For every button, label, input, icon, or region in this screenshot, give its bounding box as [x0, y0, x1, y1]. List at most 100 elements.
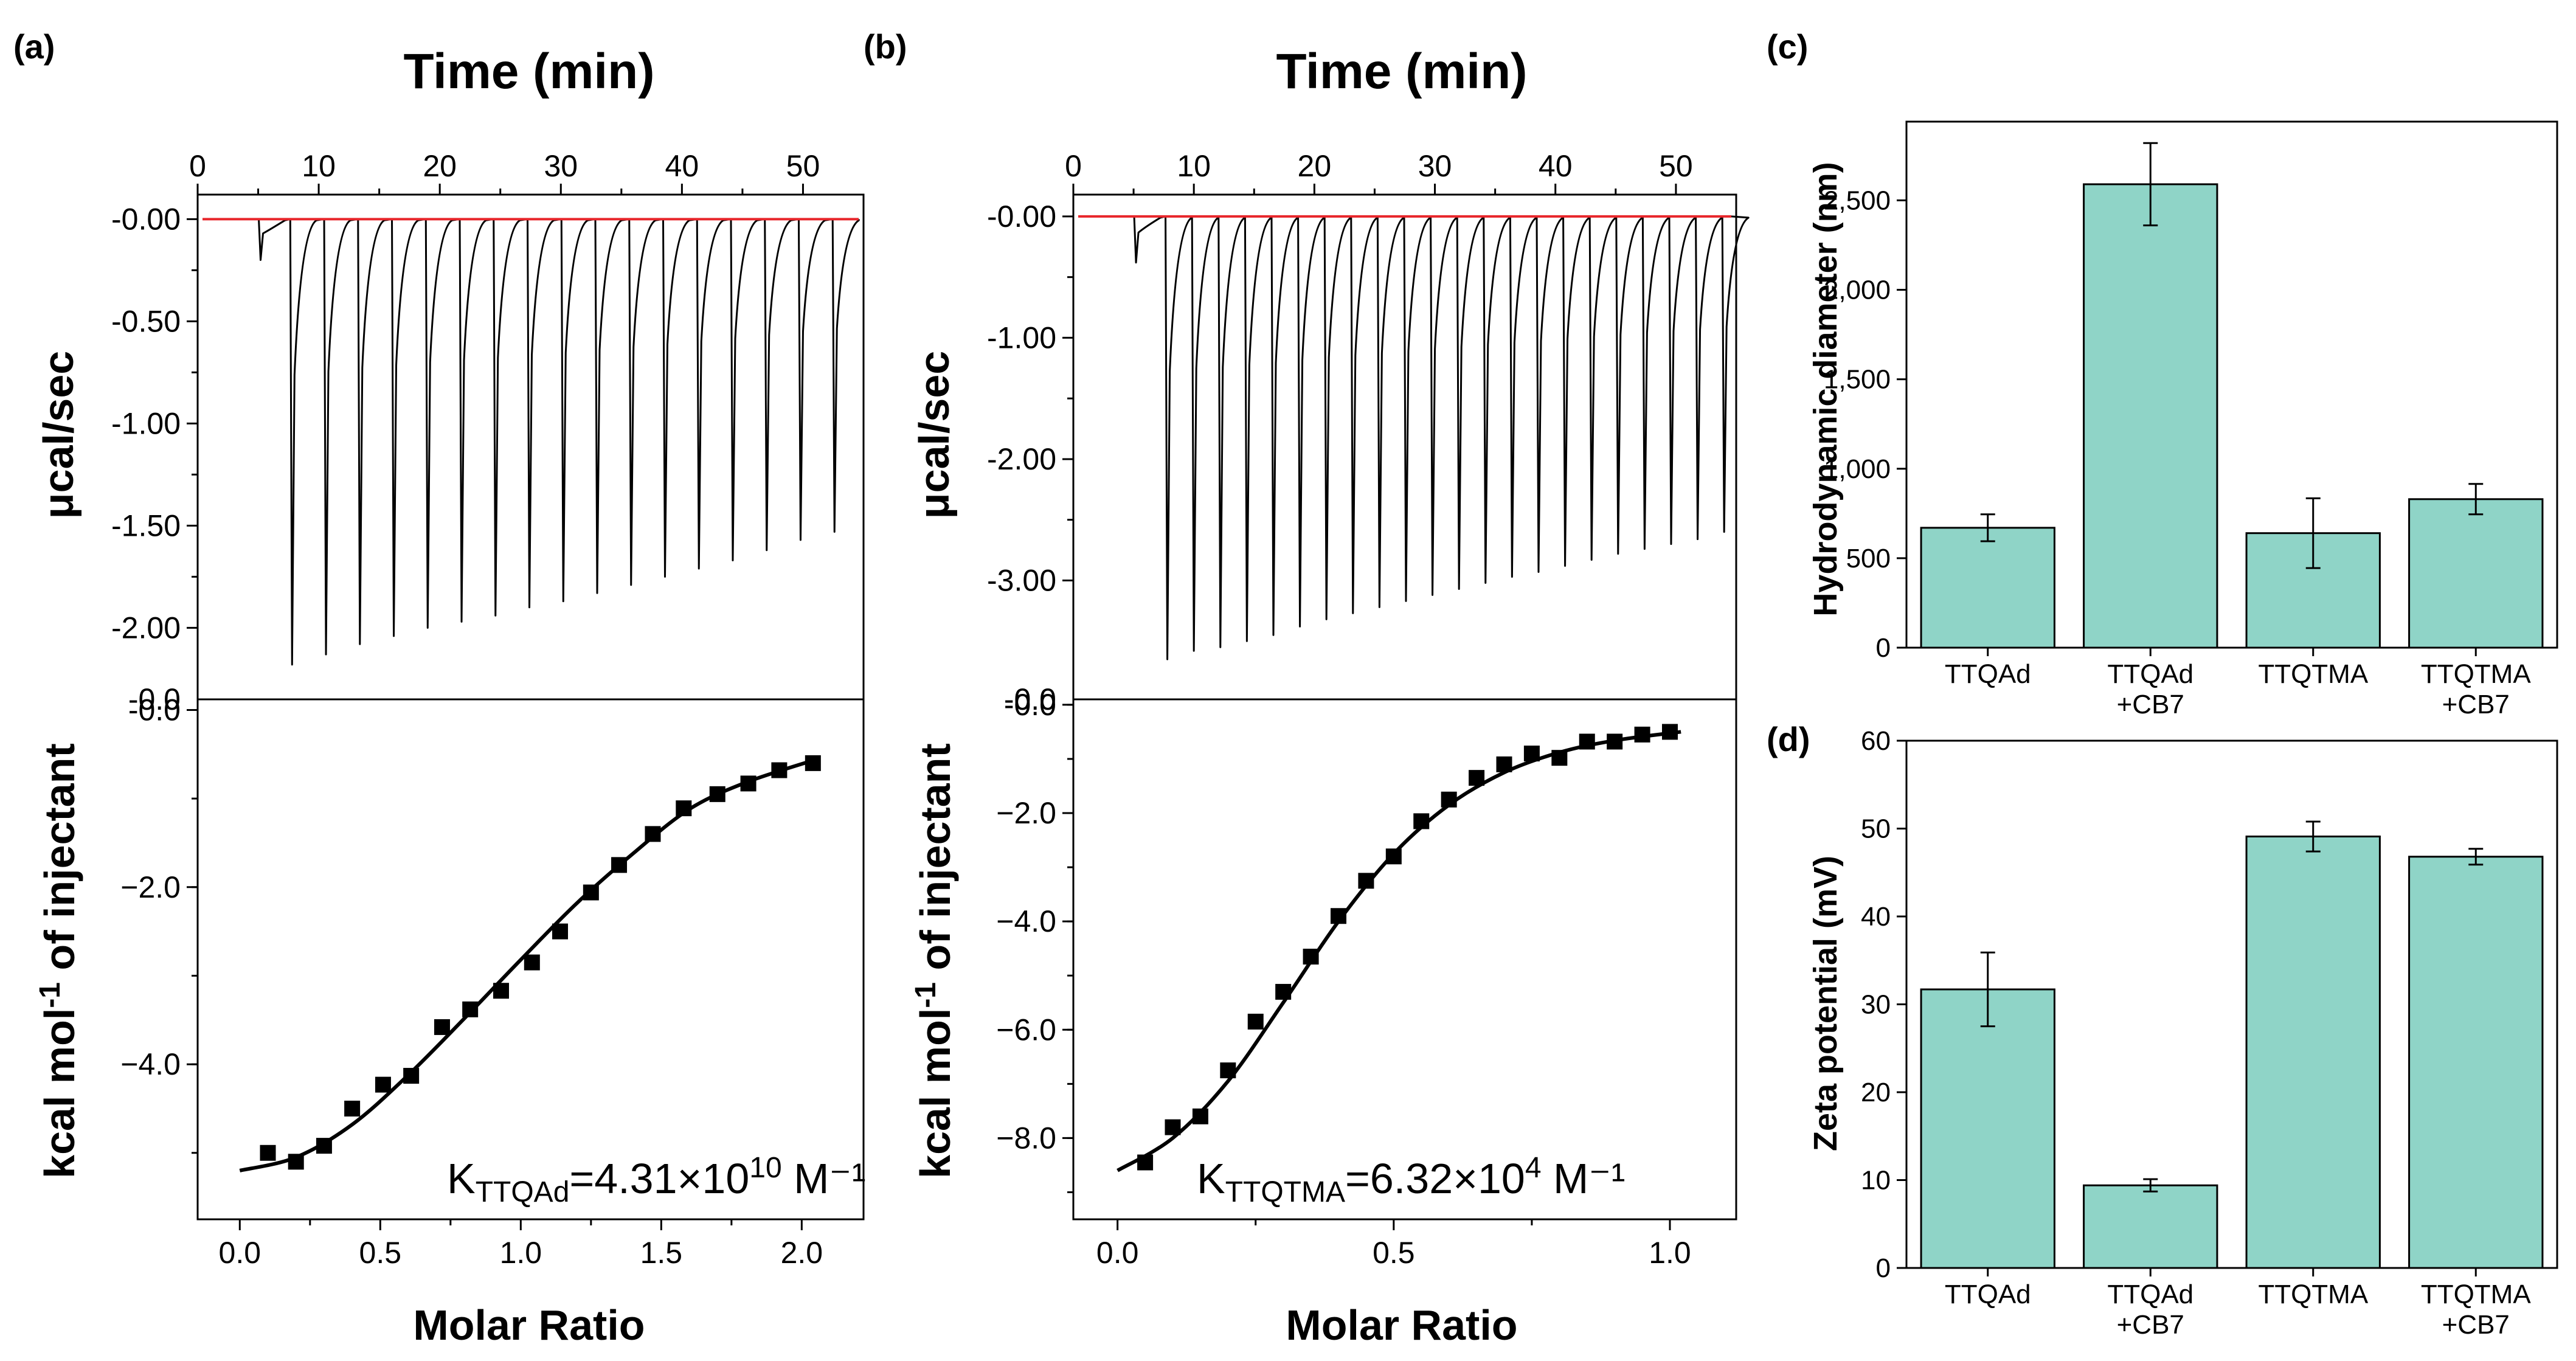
- panel-b-top-y-tick-label: -0.00: [987, 199, 1056, 234]
- panel-a-top-y-tick-label: -1.50: [111, 508, 181, 542]
- panel-a-data-point: [611, 857, 628, 873]
- panel-b-data-point: [1331, 908, 1346, 924]
- panel-b-ratio-tick-label: 0.0: [1096, 1236, 1139, 1270]
- panel-a-binding-isotherm: 0.0 0.5 1.0 1.5 2.0 -0.0 −2.0 −4.0 -0.0 Molar Ra…: [34, 682, 866, 1349]
- panel-d-y-axis-title: Zeta potential (mV): [1807, 856, 1844, 1151]
- panel-b-mid-boundary-label: -0.0: [1004, 682, 1056, 716]
- panel-a-top-plot: 0 10 20 30 40 50 -0.00 -0.50 -1.00 -1.50 -2.00: [111, 149, 865, 701]
- panel-a-data-point: [740, 775, 757, 792]
- panel-c-bar: [2083, 183, 2218, 649]
- panel-a-ratio-tick-label: 1.5: [640, 1236, 683, 1270]
- panel-d-y-tick-label: 20: [1861, 1078, 1891, 1107]
- panel-b-bottom-frame: [1072, 698, 1737, 1221]
- panel-a-top-y-tick-label: -1.00: [111, 406, 181, 440]
- panel-a-bottom-plot: 0.0 0.5 1.0 1.5 2.0 -0.0 −2.0 −4.0 -0.0: [120, 682, 865, 1270]
- panel-a-data-point: [316, 1138, 332, 1154]
- panel-b-bottom-y-tick-label: −4.0: [996, 904, 1056, 938]
- panel-c-y-tick-label: 500: [1846, 544, 1891, 573]
- panel-d-bar: [2083, 1184, 2218, 1269]
- panel-a-top-y-tick-label: -2.00: [111, 611, 181, 645]
- panel-b-data-point: [1607, 733, 1623, 750]
- panel-a-time-tick-label: 0: [189, 149, 206, 183]
- panel-d-y-tick-label: 50: [1861, 814, 1891, 844]
- panel-c-y-tick-label: 2,500: [1824, 185, 1891, 215]
- panel-c-frame: [1905, 120, 2558, 649]
- panel-c-category-label: TTQTMA: [2258, 659, 2369, 689]
- panel-a-data-point: [260, 1145, 276, 1161]
- panel-a-bottom-y-tick-label: −4.0: [120, 1047, 181, 1081]
- panel-a-ratio-tick-label: 2.0: [781, 1236, 823, 1270]
- panel-a-time-tick-label: 30: [544, 149, 578, 183]
- panel-c-category-label: +CB7: [2442, 690, 2510, 719]
- panel-a-data-point: [344, 1100, 361, 1117]
- panel-label-d: (d): [1767, 720, 1810, 758]
- panel-label-c: (c): [1767, 27, 1808, 66]
- panel-b-time-tick-label: 10: [1177, 149, 1211, 183]
- panel-c-bar: [1920, 527, 2055, 649]
- panel-b-data-point: [1192, 1108, 1208, 1124]
- panel-a-data-point: [288, 1154, 304, 1170]
- panel-a-bottom-frame: [196, 698, 865, 1221]
- panel-a-ratio-tick-label: 0.5: [359, 1236, 402, 1270]
- panel-a-time-tick-label: 50: [786, 149, 820, 183]
- panel-d-y-tick-label: 30: [1861, 990, 1891, 1020]
- panel-d-category-label: +CB7: [2117, 1310, 2184, 1340]
- panel-b-data-point: [1247, 1013, 1264, 1030]
- panel-c-category-label: TTQTMA: [2421, 659, 2532, 689]
- panel-d-category-label: TTQTMA: [2421, 1280, 2532, 1309]
- panel-b-molar-ratio-axis-title: Molar Ratio: [1286, 1301, 1517, 1349]
- panel-d-category-label: TTQAd: [2107, 1280, 2193, 1309]
- panel-a-bottom-y-tick-label: −2.0: [120, 870, 181, 904]
- panel-d-bar: [2408, 856, 2544, 1269]
- panel-c-y-tick-label: 1,000: [1824, 454, 1891, 484]
- panel-label-a: (a): [13, 27, 55, 66]
- panel-c-category-label: TTQAd: [1945, 659, 2031, 689]
- panel-d-bar: [2245, 836, 2381, 1269]
- panel-d-bar: [1920, 988, 2055, 1269]
- panel-a-data-point: [771, 762, 788, 778]
- panel-b-ratio-tick-label: 0.5: [1373, 1236, 1415, 1270]
- panel-b-time-axis-title: Time (min): [1276, 44, 1527, 99]
- panel-b-bottom-plot: 0.0 0.5 1.0 -0.0 −2.0 −4.0 −6.0 −8.0 -0.0: [996, 682, 1737, 1270]
- panel-b-binding-constant: KTTQTMA=6.32×104 M⁻¹: [1197, 1152, 1626, 1208]
- panel-b-data-point: [1496, 756, 1512, 772]
- panel-a-time-tick-label: 10: [302, 149, 336, 183]
- panel-b-bottom-y-tick-label: -0.0: [1004, 688, 1056, 722]
- panel-a-data-point: [493, 983, 509, 999]
- panel-c-y-tick-label: 0: [1876, 633, 1891, 663]
- panel-a-mid-boundary-label: -0.0: [128, 682, 181, 716]
- panel-b-top-y-tick-label: -2.00: [987, 442, 1056, 476]
- panel-a-data-point: [676, 800, 692, 817]
- panel-d-y-tick-label: 0: [1876, 1253, 1891, 1283]
- panel-b-top-y-tick-label: -3.00: [987, 563, 1056, 597]
- panel-b-data-point: [1469, 770, 1485, 786]
- panel-c-category-label: +CB7: [2117, 690, 2184, 719]
- panel-c-y-tick-label: 2,000: [1824, 275, 1891, 305]
- panel-b-data-point: [1551, 750, 1568, 766]
- panel-b-time-tick-label: 50: [1659, 149, 1693, 183]
- panel-d-category-label: TTQTMA: [2258, 1280, 2369, 1309]
- panel-a-data-point: [709, 786, 725, 802]
- panel-a-data-point: [375, 1076, 391, 1093]
- panel-a-top-y-tick-label: -0.50: [111, 304, 181, 338]
- panel-b-data-point: [1303, 949, 1319, 965]
- panel-b-bottom-y-tick-label: −6.0: [996, 1013, 1056, 1047]
- panel-b-data-point: [1275, 983, 1292, 1000]
- panel-b-top-y-axis-title: μcal/sec: [910, 351, 958, 519]
- panel-d-y-tick-label: 60: [1861, 726, 1891, 756]
- panel-a-fit-curve: [239, 757, 820, 1172]
- panel-c-bar: [2408, 498, 2544, 649]
- panel-b-fit-curve: [1117, 730, 1681, 1172]
- panel-b-binding-isotherm: 0.0 0.5 1.0 -0.0 −2.0 −4.0 −6.0 −8.0 -0.0 Molar …: [910, 682, 1737, 1349]
- panel-b-top-plot: 0 10 20 30 40 50 -0.00 -1.00 -2.00 -3.00: [987, 149, 1750, 701]
- panel-a-data-point: [403, 1068, 420, 1084]
- panel-b-data-point: [1165, 1119, 1181, 1135]
- panel-b-bottom-y-tick-label: −2.0: [996, 796, 1056, 830]
- panel-a-top-y-tick-label: -0.00: [111, 202, 181, 236]
- panel-b-data-point: [1579, 733, 1595, 750]
- panel-b-top-y-tick-label: -1.00: [987, 320, 1056, 355]
